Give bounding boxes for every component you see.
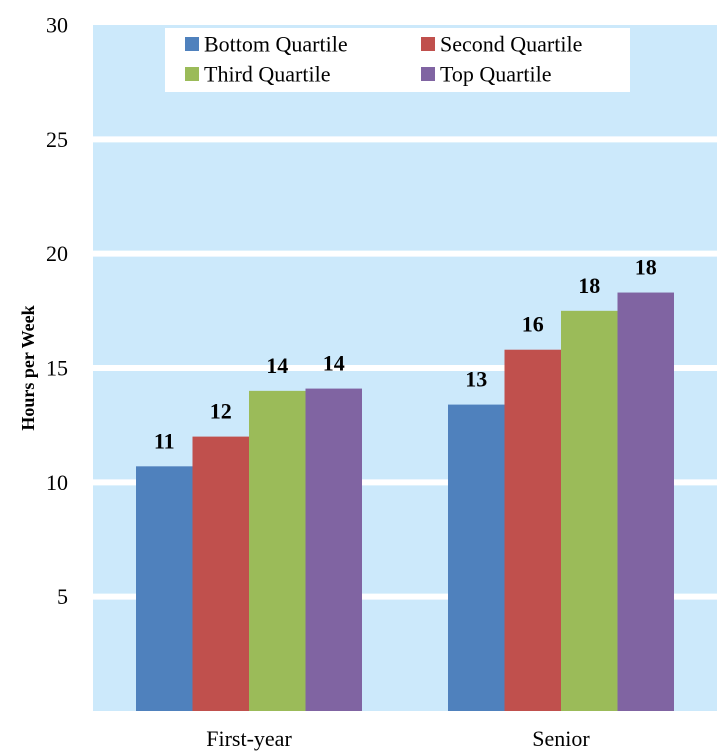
y-tick-label: 30 <box>46 13 68 38</box>
legend-swatch <box>421 67 435 81</box>
data-label: 18 <box>578 273 600 298</box>
data-label: 16 <box>522 312 544 337</box>
bar <box>192 436 249 711</box>
x-tick-label: Senior <box>532 726 590 751</box>
data-label: 12 <box>210 399 232 424</box>
bar <box>448 404 505 711</box>
x-axis-categories: First-year Senior <box>206 726 590 751</box>
bar <box>249 390 306 711</box>
data-labels: 11 12 14 14 13 16 18 18 <box>154 255 657 454</box>
y-tick-label: 10 <box>46 470 68 495</box>
legend-label: Third Quartile <box>204 62 330 87</box>
y-tick-label: 20 <box>46 241 68 266</box>
bars <box>136 292 674 711</box>
legend-label: Top Quartile <box>440 62 551 87</box>
legend: Bottom Quartile Second Quartile Third Quar… <box>165 28 630 92</box>
legend-swatch <box>421 37 435 51</box>
legend-label: Bottom Quartile <box>204 32 348 57</box>
data-label: 11 <box>154 428 175 453</box>
y-tick-label: 15 <box>46 356 68 381</box>
y-axis-ticks: 5 10 15 20 25 30 <box>46 13 68 610</box>
bar <box>136 466 193 711</box>
data-label: 14 <box>266 353 288 378</box>
y-axis-label: Hours per Week <box>18 305 38 430</box>
data-label: 14 <box>323 351 345 376</box>
legend-label: Second Quartile <box>440 32 582 57</box>
legend-swatch <box>185 37 199 51</box>
x-tick-label: First-year <box>206 726 292 751</box>
bar <box>561 310 618 711</box>
y-tick-label: 25 <box>46 127 68 152</box>
legend-swatch <box>185 67 199 81</box>
y-tick-label: 5 <box>57 584 68 609</box>
legend-box <box>165 28 630 92</box>
bar <box>504 349 561 711</box>
bar <box>305 388 362 711</box>
bar <box>617 292 674 711</box>
data-label: 13 <box>465 367 487 392</box>
data-label: 18 <box>635 255 657 280</box>
